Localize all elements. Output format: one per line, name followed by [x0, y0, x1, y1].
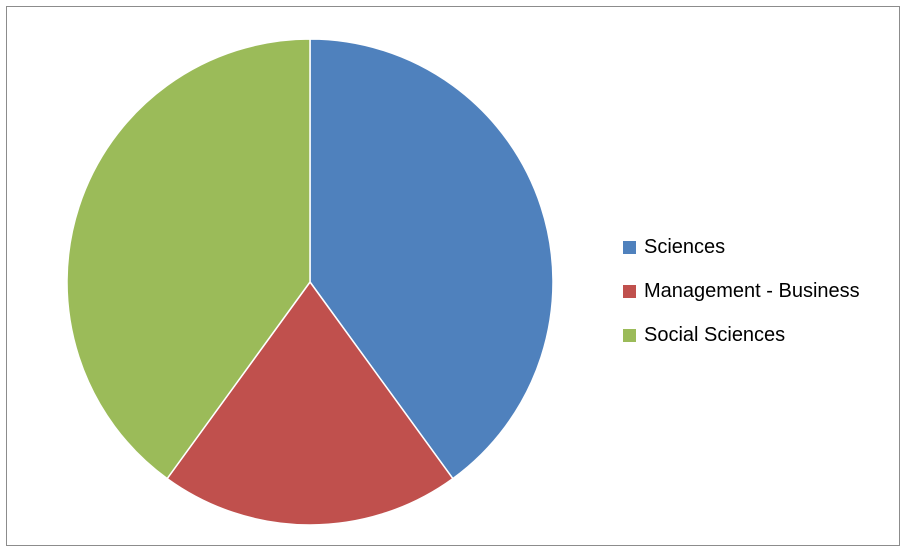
- legend-item: Sciences: [623, 225, 860, 269]
- pie-slice-social-sciences: [66, 38, 311, 480]
- legend-item: Social Sciences: [623, 313, 860, 357]
- pie-slice-sciences: [309, 38, 554, 480]
- chart-area: Sciences Management - Business Social Scie…: [6, 6, 900, 546]
- pie-chart: [66, 38, 554, 526]
- legend-item: Management - Business: [623, 269, 860, 313]
- legend-label: Social Sciences: [644, 323, 786, 346]
- legend: Sciences Management - Business Social Scie…: [623, 225, 860, 357]
- legend-label: Management - Business: [644, 279, 860, 302]
- legend-swatch: [623, 284, 636, 298]
- legend-swatch: [623, 328, 636, 342]
- pie-slice-management-business: [166, 281, 454, 526]
- legend-label: Sciences: [644, 235, 726, 258]
- legend-swatch: [623, 240, 636, 254]
